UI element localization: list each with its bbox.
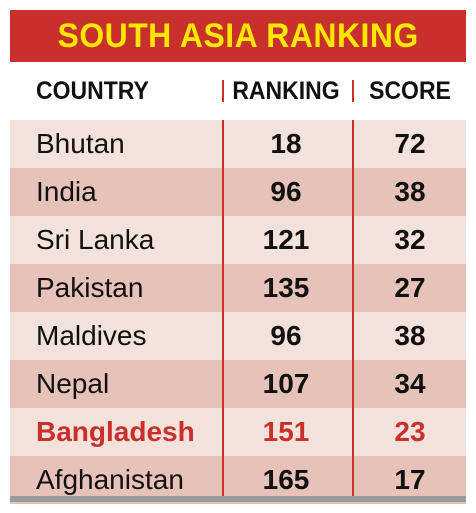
score-cell: 32 [394, 224, 426, 255]
country-cell: Bangladesh [36, 416, 195, 447]
table-row: Nepal 107 34 [10, 360, 466, 408]
ranking-table-card: SOUTH ASIA RANKING COUNTRY RANKING SCORE… [10, 10, 466, 504]
ranking-cell: 165 [262, 464, 310, 495]
score-cell: 38 [394, 176, 426, 207]
header-country: COUNTRY [36, 76, 149, 105]
score-cell: 34 [394, 368, 426, 399]
header-ranking: RANKING [232, 76, 340, 105]
score-cell: 27 [394, 272, 426, 303]
table-row: Sri Lanka 121 32 [10, 216, 466, 264]
country-cell: Sri Lanka [36, 224, 155, 255]
ranking-cell: 135 [262, 272, 310, 303]
table-row: Pakistan 135 27 [10, 264, 466, 312]
title-bar: SOUTH ASIA RANKING [10, 10, 466, 62]
column-divider-ranking [222, 120, 224, 496]
ranking-cell: 121 [262, 224, 310, 255]
table-row: India 96 38 [10, 168, 466, 216]
bottom-bar [10, 496, 466, 502]
score-cell: 17 [394, 464, 426, 495]
header-separator [222, 80, 224, 102]
table-row: Maldives 96 38 [10, 312, 466, 360]
country-cell: Bhutan [36, 128, 125, 159]
score-cell: 72 [394, 128, 426, 159]
ranking-cell: 151 [262, 416, 310, 447]
country-cell: Maldives [36, 320, 147, 351]
score-cell: 23 [394, 416, 426, 447]
table-title: SOUTH ASIA RANKING [57, 16, 419, 55]
table-header: COUNTRY RANKING SCORE [10, 62, 466, 120]
score-cell: 38 [394, 320, 426, 351]
table-body: Bhutan 18 72 India 96 38 Sri Lanka 121 32 Pakista… [10, 120, 466, 504]
country-cell: Pakistan [36, 272, 144, 303]
header-separator [352, 80, 354, 102]
country-cell: India [36, 176, 97, 207]
ranking-cell: 107 [262, 368, 310, 399]
ranking-cell: 18 [270, 128, 302, 159]
header-score: SCORE [369, 76, 451, 105]
ranking-cell: 96 [270, 176, 302, 207]
ranking-cell: 96 [270, 320, 302, 351]
table-row: Bhutan 18 72 [10, 120, 466, 168]
table-row: Bangladesh 151 23 [10, 408, 466, 456]
country-cell: Nepal [36, 368, 110, 399]
country-cell: Afghanistan [36, 464, 184, 495]
column-divider-score [352, 120, 354, 496]
